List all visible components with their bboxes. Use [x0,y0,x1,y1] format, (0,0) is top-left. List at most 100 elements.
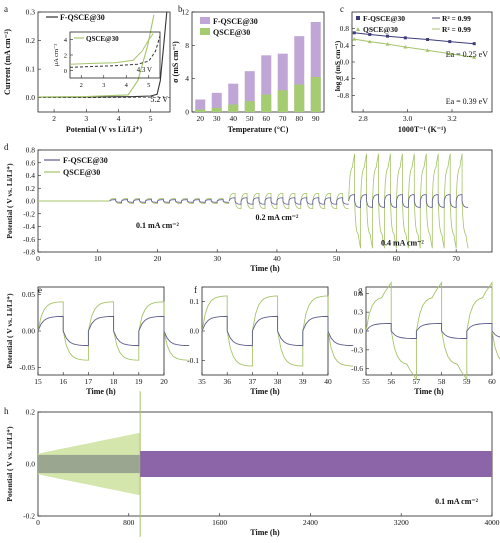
y-tick-label: 2 [64,53,67,60]
cycle-trace-0 [109,199,230,203]
x-axis-label-e: Time (h) [86,387,116,396]
data-point [367,39,372,44]
data-point [472,55,477,59]
axes-e: 15 16 17 18 19 20 -0.05 0.00 0.05 [19,286,190,386]
x-tick-label: 58 [438,377,446,386]
y-tick-label: -0.8 [23,248,35,257]
legend-swatch [200,28,210,35]
x-tick-label: 30 [213,114,221,123]
bar-qsce [294,84,305,112]
x-tick-label: 50 [333,254,341,263]
x-tick-label: 3 [102,82,105,89]
x-tick-label: 5 [147,82,150,89]
y-tick-label: 0.3 [354,308,364,317]
legend-swatch [200,17,210,24]
axes-c: 2.8 3.0 3.2 -0.8 -0.4 0.0 0.4 0.8 F-QSCE@30 QSCE@… [337,11,493,123]
data-point [368,33,372,36]
x-tick-label: 40 [230,114,238,123]
y-tick-label: 0.6 [354,289,364,298]
y-tick-label: -0.2 [23,512,35,521]
bar-fqsce [310,22,321,112]
bar-fqsce [261,55,272,112]
y-axis-label-e: Potential ( V vs. Li/Li⁺) [5,293,14,369]
data-point [386,34,390,38]
x-tick-label: 90 [312,114,320,123]
x-axis-label-h: Time (h) [250,528,280,537]
x-tick-label: 3200 [394,518,409,527]
axes-g: 55 56 57 58 59 60 -0.6 -0.3 0.0 0.3 0.6 [351,281,500,386]
legend-label: QSCE@30 [363,25,398,34]
data-point [448,40,452,44]
legend-marker [356,27,360,31]
bar-fqsce [244,71,255,112]
legend-label: F-QSCE@30 [60,13,105,22]
data-point [472,42,476,46]
x-tick-label: 0 [36,518,40,527]
x-tick-label: 20 [160,377,168,386]
bar-fqsce [294,36,305,112]
axes-h: 0 800 1600 2400 3200 4000 -0.2 0.0 0.2 0.1 mA cm⁻… [23,391,500,537]
plot-frame [37,11,171,113]
band-inner [38,454,141,474]
legend-marker [356,16,360,20]
annotation-ea: Ea = 0.39 eV [446,97,489,106]
cycle-trace-1 [348,153,469,249]
x-tick-label: 59 [463,377,471,386]
bar-fqsce [195,99,206,112]
y-tick-label: 0.0 [340,58,350,67]
band-fqsce [140,451,492,477]
y-tick-label: 12 [182,8,190,17]
y-tick-label: -0.4 [337,74,349,83]
cycle-trace-0 [37,315,190,347]
bar-qsce [228,104,239,112]
y-axis-label-h: Potential ( V vs. Li/Li⁺) [5,426,14,502]
x-tick-label: 40 [324,377,332,386]
x-tick-label: 40 [273,254,281,263]
annotation-current: 0.1 mA cm⁻² [435,497,478,506]
x-tick-label: 39 [299,377,307,386]
x-tick-label: 70 [452,254,460,263]
plot-frame [37,286,165,376]
axes-d: 0 10 20 30 40 50 60 70 -0.8 -0.6 -0.4 -0.2 0.0 0.2 0.4… [23,146,493,263]
x-tick-label: 35 [198,377,206,386]
y-tick-label: 0.2 [26,408,36,417]
annotation-current: 0.2 mA cm⁻² [256,213,299,222]
y-axis-label-a: Current (mA cm⁻²) [3,29,12,95]
y-tick-label: 0.3 [26,8,36,17]
x-axis-label-g: Time (h) [414,387,444,396]
y-tick-label: -0.6 [351,364,363,373]
y-tick-label: 0.4 [340,41,350,50]
legend-label: QSCE@30 [63,168,100,177]
data-point [403,36,407,40]
data-point [352,37,357,41]
bar-fqsce [277,53,288,112]
x-tick-label: 5 [149,114,153,123]
data-point [447,51,452,56]
x-tick-label: 36 [223,377,231,386]
panel-letter-b: b [178,4,183,14]
panel-letter-a: a [4,4,8,14]
y-tick-label: -0.05 [19,363,35,372]
x-tick-label: 17 [85,377,93,386]
x-tick-label: 38 [274,377,282,386]
data-point [385,42,390,46]
y-tick-label: -0.8 [337,91,349,100]
inset-annotation: 4.3 V [137,66,152,74]
legend-label: F-QSCE@30 [213,17,258,26]
x-tick-label: 55 [362,377,370,386]
y-tick-label: 0.6 [26,158,36,167]
x-axis-label-c: 1000T⁻¹ (K⁻¹) [398,125,446,134]
panel-letter-c: c [340,4,344,14]
y-tick-label: 4 [64,37,68,44]
x-tick-label: 37 [249,377,257,386]
y-tick-label: 0.2 [26,184,36,193]
y-tick-label: 0.4 [26,171,36,180]
x-tick-label: 16 [59,377,67,386]
x-axis-label-f: Time (h) [250,387,280,396]
x-tick-label: 4 [117,114,121,123]
panel-letter-f: f [194,285,197,295]
x-tick-label: 50 [246,114,254,123]
x-tick-label: 3.0 [403,114,413,123]
y-tick-label: 0 [185,108,189,117]
